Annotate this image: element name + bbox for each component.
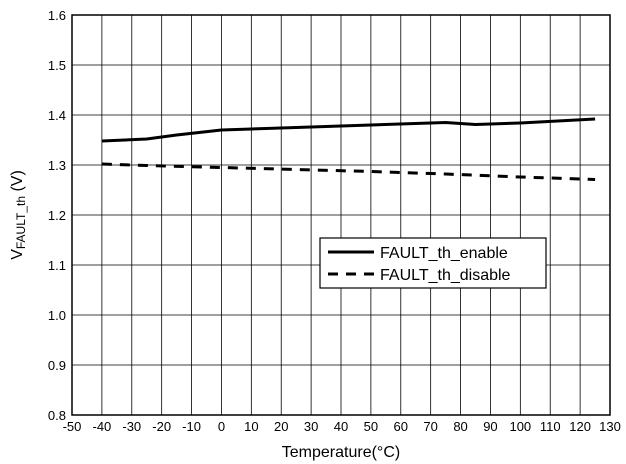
x-tick-label-0: -50 (63, 419, 82, 434)
series-layer (101, 117, 596, 181)
x-tick-label-14: 90 (483, 419, 497, 434)
plot-frame (71, 14, 611, 416)
y-axis-title: VFAULT_th (V) (9, 170, 28, 260)
x-axis-title: Temperature(°C) (282, 444, 400, 461)
legend-label-fault-th-disable: FAULT_th_disable (380, 267, 511, 284)
y-tick-label-6: 1.4 (48, 108, 66, 123)
y-tick-label-5: 1.3 (48, 158, 66, 173)
series-line-fault-th-disable (101, 162, 596, 181)
y-axis-title-unit: (V) (9, 170, 26, 196)
x-tick-label-4: -10 (182, 419, 201, 434)
x-tick-label-1: -40 (92, 419, 111, 434)
y-tick-label-7: 1.5 (48, 58, 66, 73)
legend: FAULT_th_enable FAULT_th_disable (319, 237, 547, 289)
x-tick-label-7: 20 (274, 419, 288, 434)
x-tick-label-3: -20 (152, 419, 171, 434)
x-tick-label-2: -30 (122, 419, 141, 434)
y-axis-title-subscript: FAULT_th (14, 196, 28, 249)
grid (72, 15, 610, 415)
y-tick-labels: 0.8 0.9 1.0 1.1 1.2 1.3 1.4 1.5 1.6 (48, 8, 66, 423)
y-tick-label-4: 1.2 (48, 208, 66, 223)
legend-box (319, 237, 547, 289)
x-tick-label-10: 50 (364, 419, 378, 434)
x-tick-label-5: 0 (218, 419, 225, 434)
x-tick-label-13: 80 (453, 419, 467, 434)
x-tick-label-12: 70 (423, 419, 437, 434)
x-tick-labels: -50 -40 -30 -20 -10 0 10 20 30 40 50 60 70 80 90 100 110… (63, 419, 621, 434)
y-tick-label-2: 1.0 (48, 308, 66, 323)
x-tick-label-15: 100 (509, 419, 531, 434)
y-tick-label-0: 0.8 (48, 408, 66, 423)
x-tick-label-9: 40 (334, 419, 348, 434)
y-tick-label-1: 0.9 (48, 358, 66, 373)
y-tick-label-8: 1.6 (48, 8, 66, 23)
series-line-fault-th-enable (101, 117, 596, 143)
x-tick-label-17: 120 (569, 419, 591, 434)
y-tick-label-3: 1.1 (48, 258, 66, 273)
x-tick-label-11: 60 (394, 419, 408, 434)
x-tick-label-16: 110 (540, 419, 561, 434)
y-axis-title-main: V (9, 249, 26, 260)
x-tick-label-6: 10 (244, 419, 258, 434)
x-tick-label-8: 30 (304, 419, 318, 434)
legend-label-fault-th-enable: FAULT_th_enable (380, 245, 508, 262)
x-tick-label-18: 130 (599, 419, 621, 434)
